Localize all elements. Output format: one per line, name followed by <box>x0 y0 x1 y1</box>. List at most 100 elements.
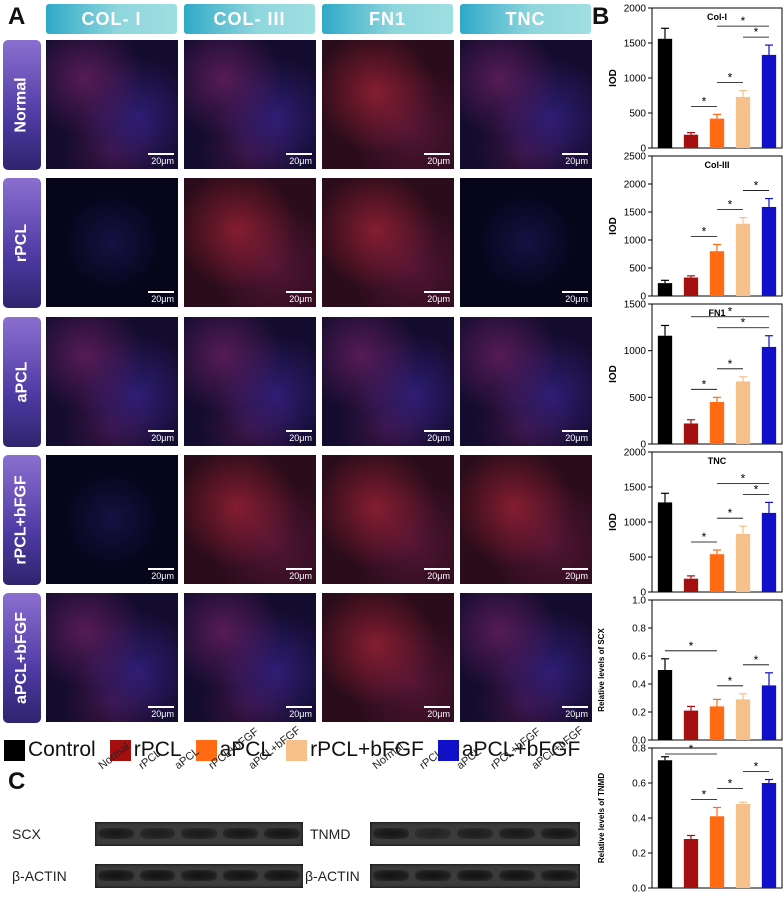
legend-item-apcl: aPCL <box>195 738 272 762</box>
wb1-control-label: β-ACTIN <box>12 868 67 884</box>
y-tick-label: 1500 <box>624 483 647 494</box>
y-tick-label: 500 <box>629 553 646 564</box>
y-tick-label: 0.6 <box>632 779 646 790</box>
significance-star: * <box>754 482 759 496</box>
wb-band <box>98 828 134 839</box>
y-tick-label: 500 <box>629 264 646 275</box>
legend-swatch-control <box>4 739 25 761</box>
panel-label-b: B <box>592 3 610 30</box>
scale-bar: 20μm <box>424 568 450 581</box>
y-tick-label: 500 <box>629 109 646 120</box>
wb-band <box>415 870 451 881</box>
micrograph-2-2: 20μm <box>322 317 454 446</box>
scale-bar: 20μm <box>562 706 588 719</box>
significance-star: * <box>754 179 759 193</box>
wb-band <box>264 870 300 881</box>
scale-bar-label: 20μm <box>427 571 450 581</box>
scale-bar: 20μm <box>286 153 312 166</box>
chart-5: 0.0 0.2 0.4 0.6 0.8 Relative levels of TNMD * *… <box>597 744 783 892</box>
column-header-tnc: TNC <box>460 4 591 34</box>
scale-bar-label: 20μm <box>151 156 174 166</box>
y-tick-label: 500 <box>629 393 646 404</box>
y-tick-label: 0 <box>640 588 646 597</box>
bar-apcl-bfgf <box>761 54 777 148</box>
y-tick-label: 0 <box>640 292 646 301</box>
bar-apcl <box>709 251 725 296</box>
y-axis-label: IOD <box>608 217 619 235</box>
bar-apcl <box>709 402 725 444</box>
micrograph-3-1: 20μm <box>184 455 316 584</box>
legend-swatch-apcl-bfgf <box>437 739 459 761</box>
bar-rpcl <box>683 839 699 888</box>
wb-band <box>541 828 577 839</box>
significance-star: * <box>689 639 694 653</box>
wb-band <box>373 828 409 839</box>
wb2-actin-strip <box>370 864 580 888</box>
legend-item-rpcl-bfgf: rPCL+bFGF <box>286 738 424 762</box>
chart-1: 0 500 1000 1500 2000 2500 IOD Col-III * * * <box>608 152 783 301</box>
y-tick-label: 0.8 <box>632 624 646 635</box>
y-tick-label: 1000 <box>624 518 647 529</box>
bar-apcl-bfgf <box>761 783 777 888</box>
significance-star: * <box>728 71 733 85</box>
bar-control <box>657 502 673 592</box>
y-tick-label: 0.4 <box>632 680 646 691</box>
y-tick-label: 2000 <box>624 180 647 191</box>
y-tick-label: 1500 <box>624 208 647 219</box>
bar-rpcl-bfgf <box>735 533 751 592</box>
wb-band <box>98 870 134 881</box>
significance-star: * <box>728 777 733 791</box>
y-tick-label: 0.4 <box>632 814 646 825</box>
scale-bar: 20μm <box>562 568 588 581</box>
scale-bar: 20μm <box>148 568 174 581</box>
legend-item-rpcl: rPCL <box>109 738 182 762</box>
micrograph-3-2: 20μm <box>322 455 454 584</box>
y-axis-label: IOD <box>608 69 619 87</box>
scale-bar: 20μm <box>148 430 174 443</box>
bar-apcl <box>709 554 725 592</box>
bar-rpcl-bfgf <box>735 699 751 740</box>
significance-star: * <box>728 198 733 212</box>
scale-bar: 20μm <box>148 291 174 304</box>
micrograph-1-2: 20μm <box>322 178 454 307</box>
y-axis-label: Relative levels of TNMD <box>597 773 606 863</box>
significance-star: * <box>728 506 733 520</box>
y-tick-label: 2000 <box>624 448 647 459</box>
legend-swatch-rpcl <box>109 739 131 761</box>
micrograph-4-2: 20μm <box>322 593 454 722</box>
scale-bar-label: 20μm <box>151 433 174 443</box>
micrograph-2-0: 20μm <box>46 317 178 446</box>
scale-bar: 20μm <box>286 430 312 443</box>
wb2-control-label: β-ACTIN <box>305 868 360 884</box>
scale-bar-label: 20μm <box>565 709 588 719</box>
row-label-normal: Normal <box>3 40 41 170</box>
scale-bar-label: 20μm <box>151 294 174 304</box>
wb2-tnmd-strip <box>370 822 580 846</box>
scale-bar-label: 20μm <box>289 294 312 304</box>
bar-rpcl <box>683 578 699 592</box>
bar-control <box>657 283 673 296</box>
column-header-col1: COL- I <box>46 4 177 34</box>
micrograph-0-3: 20μm <box>460 40 592 169</box>
scale-bar-label: 20μm <box>565 294 588 304</box>
significance-star: * <box>754 25 759 39</box>
bar-apcl-bfgf <box>761 685 777 740</box>
bar-rpcl-bfgf <box>735 804 751 888</box>
micrograph-0-1: 20μm <box>184 40 316 169</box>
significance-star: * <box>754 653 759 667</box>
bar-rpcl <box>683 423 699 444</box>
panel-label-a: A <box>8 3 26 30</box>
micrograph-4-1: 20μm <box>184 593 316 722</box>
scale-bar: 20μm <box>424 153 450 166</box>
bar-apcl-bfgf <box>761 512 777 592</box>
wb-band <box>181 870 217 881</box>
micrograph-2-1: 20μm <box>184 317 316 446</box>
scale-bar: 20μm <box>424 430 450 443</box>
scale-bar: 20μm <box>562 430 588 443</box>
significance-star: * <box>754 760 759 774</box>
scale-bar-label: 20μm <box>427 294 450 304</box>
wb-band <box>139 870 176 881</box>
legend-item-control: Control <box>4 738 96 762</box>
bar-apcl <box>709 816 725 888</box>
wb-band <box>499 828 535 839</box>
